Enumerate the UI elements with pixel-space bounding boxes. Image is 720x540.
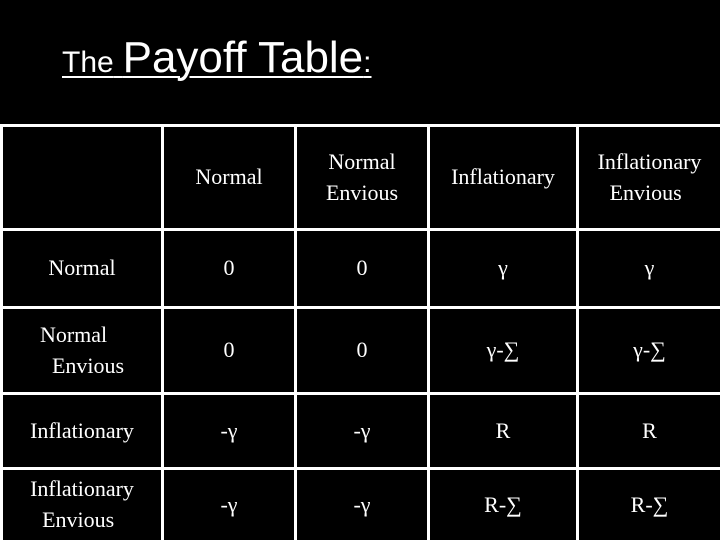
corner-cell	[0, 124, 164, 231]
payoff-cell: 0	[294, 228, 430, 309]
payoff-cell: γ	[427, 228, 579, 309]
title-prefix: The	[62, 46, 114, 79]
row-header-label: Inflationary	[30, 417, 134, 443]
column-header-label-line2: Envious	[325, 179, 399, 205]
column-header-label: Inflationary	[597, 148, 702, 174]
payoff-cell: -γ	[294, 392, 430, 470]
payoff-cell: R	[576, 392, 720, 470]
title-main: Payoff Table	[122, 33, 364, 82]
payoff-cell: R-∑	[427, 467, 579, 540]
column-header-label: Inflationary	[451, 164, 555, 190]
column-header-inflationary-envious: Inflationary Envious	[576, 124, 720, 231]
title-suffix: :	[363, 46, 372, 79]
row-header-label-line2: Envious	[42, 507, 115, 532]
table-row: Inflationary Envious -γ -γ R-∑ R-∑	[0, 467, 720, 540]
table-row: Normal Envious 0 0 γ-∑ γ-∑	[0, 306, 720, 395]
row-header-label: Normal	[48, 255, 116, 281]
row-header-normal: Normal	[0, 228, 164, 309]
row-header-inflationary-envious: Inflationary Envious	[0, 467, 164, 540]
row-header-inflationary: Inflationary	[0, 392, 164, 470]
row-header-label: Normal	[39, 321, 108, 347]
payoff-cell: -γ	[161, 467, 297, 540]
payoff-cell: 0	[294, 306, 430, 395]
payoff-cell: γ-∑	[427, 306, 579, 395]
payoff-table: Normal Normal Envious Inflationary Infla…	[0, 124, 720, 540]
payoff-cell: -γ	[294, 467, 430, 540]
payoff-cell: γ	[576, 228, 720, 309]
column-header-label: Normal	[328, 148, 396, 174]
table-header-row: Normal Normal Envious Inflationary Infla…	[0, 124, 720, 231]
row-header-label-line2: Envious	[51, 352, 125, 378]
row-header-normal-envious: Normal Envious	[0, 306, 164, 395]
payoff-cell: -γ	[161, 392, 297, 470]
column-header-normal-envious: Normal Envious	[294, 124, 430, 231]
column-header-label-line2: Envious	[609, 179, 682, 205]
payoff-cell: γ-∑	[576, 306, 720, 395]
slide-title: The Payoff Table:	[62, 36, 372, 80]
payoff-cell: R	[427, 392, 579, 470]
row-header-label: Inflationary	[30, 476, 134, 502]
payoff-cell: R-∑	[576, 467, 720, 540]
payoff-cell: 0	[161, 228, 297, 309]
payoff-cell: 0	[161, 306, 297, 395]
column-header-inflationary: Inflationary	[427, 124, 579, 231]
table-row: Inflationary -γ -γ R R	[0, 392, 720, 470]
table-row: Normal 0 0 γ γ	[0, 228, 720, 309]
column-header-normal: Normal	[161, 124, 297, 231]
column-header-label: Normal	[195, 164, 263, 190]
